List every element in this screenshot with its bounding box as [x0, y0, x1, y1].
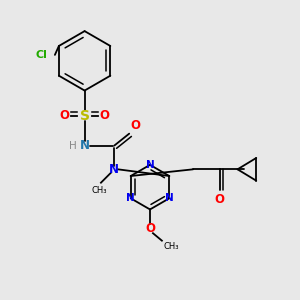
Text: Cl: Cl	[36, 50, 47, 60]
Text: O: O	[215, 193, 225, 206]
Text: O: O	[100, 109, 110, 122]
Text: N: N	[126, 193, 135, 203]
Text: CH₃: CH₃	[92, 186, 107, 195]
Text: N: N	[109, 163, 119, 176]
Text: H: H	[68, 140, 76, 151]
Text: N: N	[165, 193, 174, 203]
Text: O: O	[131, 119, 141, 132]
Text: O: O	[145, 222, 155, 235]
Text: S: S	[80, 109, 90, 123]
Text: N: N	[80, 139, 90, 152]
Text: N: N	[146, 160, 154, 170]
Text: CH₃: CH₃	[164, 242, 179, 251]
Text: O: O	[60, 109, 70, 122]
